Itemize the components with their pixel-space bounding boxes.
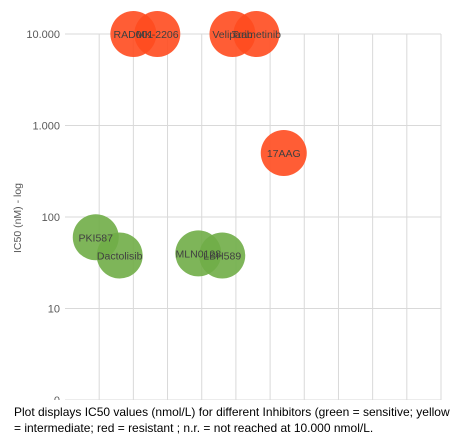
data-point-mk-2206 (134, 11, 181, 57)
ic50-scatter-chart: 0 10 100 1.000 10.000 PKI587 Dactolisib MLN012… (12, 11, 442, 400)
y-tick-label-1: 10 (48, 304, 60, 316)
y-tick-label-4: 10.000 (26, 29, 60, 41)
data-label-17aag: 17AAG (267, 148, 301, 160)
data-point-lbh589 (199, 232, 246, 279)
data-label-rad001: RAD001 (114, 29, 154, 41)
gridlines (65, 33, 442, 400)
data-label-trametinib: Trametinib (232, 29, 281, 41)
data-point-17aag (260, 130, 307, 177)
data-label-veliparib: Veliparib (212, 29, 252, 41)
data-point-trametinib (233, 11, 280, 57)
data-label-lbh589: LBH589 (203, 250, 241, 262)
data-label-dactolisib: Dactolisib (97, 250, 143, 262)
data-label-mk-2206: MK-2206 (136, 29, 179, 41)
y-tick-label-2: 100 (42, 212, 60, 224)
y-axis-label: IC50 (nM) - log (12, 183, 24, 253)
data-label-mln0128: MLN0128 (176, 248, 222, 260)
y-axis-ticks: 0 10 100 1.000 10.000 (26, 29, 60, 400)
data-label-pki587: PKI587 (79, 232, 114, 244)
chart-caption: Plot displays IC50 values (nmol/L) for d… (14, 405, 450, 435)
y-tick-label-3: 1.000 (32, 121, 60, 133)
y-tick-label-0: 0 (54, 395, 60, 400)
data-point-dactolisib (96, 232, 143, 279)
